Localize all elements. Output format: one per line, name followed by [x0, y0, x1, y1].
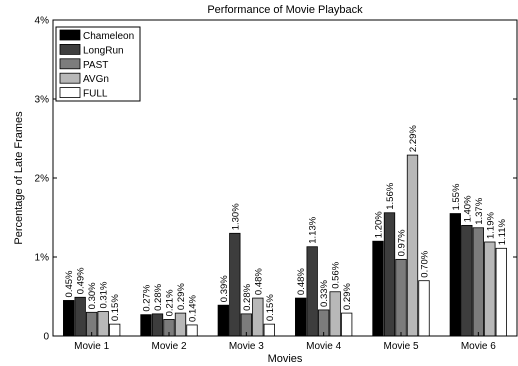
bar-full-movie-4: [341, 312, 353, 337]
bars-layer: [63, 154, 507, 337]
legend-swatch-past: [59, 58, 81, 70]
chart-title: Performance of Movie Playback: [207, 4, 363, 16]
data-label-avgn-movie-3: 0.48%: [253, 268, 264, 295]
bar-longrun-movie-2: [151, 313, 164, 337]
x-tick-label-movie-4: Movie 4: [306, 341, 341, 352]
x-tick-label-movie-3: Movie 3: [229, 341, 264, 352]
data-label-full-movie-1: 0.15%: [110, 294, 121, 321]
bar-avgn-movie-1: [97, 311, 109, 337]
data-label-avgn-movie-5: 2.29%: [408, 125, 419, 152]
bar-full-movie-5: [418, 280, 430, 337]
y-tick-label: 2%: [35, 174, 50, 185]
bar-chameleon-movie-2: [140, 314, 152, 337]
data-label-past-movie-2: 0.21%: [165, 289, 176, 316]
bar-full-movie-6: [495, 247, 507, 337]
data-label-longrun-movie-6: 1.40%: [462, 195, 473, 222]
bar-chameleon-movie-4: [295, 297, 307, 337]
bar-longrun-movie-6: [461, 224, 473, 337]
data-label-past-movie-4: 0.33%: [319, 279, 330, 306]
bar-chameleon-movie-6: [449, 213, 461, 337]
data-label-longrun-movie-2: 0.28%: [153, 283, 164, 310]
data-label-avgn-movie-4: 0.56%: [331, 261, 342, 288]
y-tick-label: 0: [43, 332, 49, 343]
bar-full-movie-2: [186, 324, 198, 337]
bar-chameleon-movie-5: [372, 240, 384, 337]
data-label-chameleon-movie-6: 1.55%: [451, 183, 462, 210]
bar-avgn-movie-3: [252, 297, 264, 337]
bar-avgn-movie-4: [329, 291, 341, 337]
x-tick-label-movie-2: Movie 2: [151, 341, 186, 352]
bar-chameleon-movie-3: [217, 304, 229, 337]
data-label-full-movie-3: 0.15%: [265, 294, 276, 321]
bar-longrun-movie-3: [229, 232, 241, 337]
legend-label-chameleon: Chameleon: [83, 31, 134, 42]
data-label-chameleon-movie-4: 0.48%: [296, 268, 307, 295]
bar-past-movie-5: [395, 258, 407, 337]
data-label-full-movie-2: 0.14%: [188, 294, 199, 321]
data-label-full-movie-6: 1.11%: [497, 219, 508, 246]
bar-full-movie-3: [263, 323, 275, 337]
data-label-avgn-movie-2: 0.29%: [176, 283, 187, 310]
data-label-chameleon-movie-2: 0.27%: [142, 284, 153, 311]
y-tick-label: 1%: [35, 253, 50, 264]
y-axis-label: Percentage of Late Frames: [13, 111, 25, 245]
bar-avgn-movie-6: [484, 241, 496, 337]
y-tick-label: 3%: [35, 95, 50, 106]
bar-chameleon-movie-1: [63, 300, 75, 337]
legend-swatch-longrun: [59, 44, 81, 55]
data-label-longrun-movie-5: 1.56%: [385, 182, 396, 209]
data-label-past-movie-5: 0.97%: [397, 229, 408, 256]
bar-past-movie-6: [472, 227, 484, 337]
legend: Chameleon LongRun PAST AVGn FULL: [55, 26, 141, 102]
bar-avgn-movie-2: [174, 312, 187, 337]
y-tick-label: 4%: [35, 16, 50, 27]
bar-longrun-movie-4: [306, 246, 318, 337]
data-label-chameleon-movie-5: 1.20%: [374, 211, 385, 238]
legend-swatch-avgn: [59, 72, 81, 84]
data-label-past-movie-6: 1.37%: [474, 197, 485, 224]
x-tick-label-movie-1: Movie 1: [74, 341, 109, 352]
data-labels-layer: 0.45% 0.49%0.30% 0.31% 0.15% 0.27% 0.28% 0.21%…: [64, 125, 508, 322]
data-label-avgn-movie-6: 1.19%: [485, 212, 496, 239]
legend-swatch-chameleon: [59, 29, 81, 41]
axes-layer: 0 1% 2% 3% 4% Movie 1 Movie 2 Movie 3 Movie 4 Mov…: [35, 16, 518, 352]
legend-label-longrun: LongRun: [83, 45, 124, 56]
data-label-avgn-movie-1: 0.31%: [99, 281, 110, 308]
data-label-past-movie-1: 0.30%: [87, 282, 98, 309]
bar-avgn-movie-5: [406, 154, 419, 337]
bar-longrun-movie-1: [74, 296, 86, 337]
bar-longrun-movie-5: [383, 212, 396, 337]
x-tick-label-movie-6: Movie 6: [461, 341, 496, 352]
legend-swatch-full: [59, 87, 81, 98]
legend-label-past: PAST: [83, 60, 108, 71]
data-label-chameleon-movie-3: 0.39%: [219, 275, 230, 302]
bar-full-movie-1: [109, 323, 121, 337]
data-label-past-movie-3: 0.28%: [242, 283, 253, 310]
legend-label-avgn: AVGn: [83, 74, 109, 85]
data-label-longrun-movie-1: 0.49%: [76, 267, 87, 294]
data-label-full-movie-4: 0.29%: [342, 283, 353, 310]
x-axis-label: Movies: [268, 353, 303, 365]
x-tick-label-movie-5: Movie 5: [383, 341, 418, 352]
data-label-full-movie-5: 0.70%: [420, 250, 431, 277]
data-label-longrun-movie-4: 1.13%: [308, 216, 319, 243]
data-label-chameleon-movie-1: 0.45%: [64, 270, 75, 297]
legend-label-full: FULL: [83, 89, 108, 100]
data-label-longrun-movie-3: 1.30%: [230, 203, 241, 230]
